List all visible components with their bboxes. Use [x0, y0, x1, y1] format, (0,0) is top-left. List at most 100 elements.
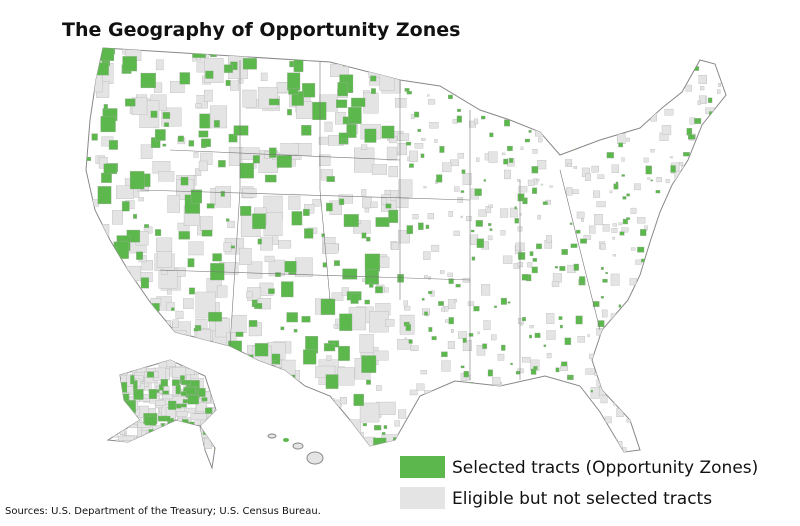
eligible-tract	[569, 401, 575, 407]
selected-tract	[694, 118, 702, 124]
eligible-tract	[676, 308, 680, 312]
eligible-tract	[398, 179, 413, 198]
eligible-tract	[424, 275, 428, 279]
source-note: Sources: U.S. Department of the Treasury…	[5, 506, 321, 517]
selected-tract	[489, 132, 494, 138]
selected-tract	[272, 360, 277, 364]
eligible-tract	[614, 441, 623, 452]
eligible-tract	[546, 352, 552, 359]
selected-tract	[133, 389, 144, 400]
selected-tract	[438, 301, 444, 306]
hawaii-island	[267, 433, 277, 439]
eligible-tract	[583, 121, 586, 124]
eligible-tract	[123, 353, 132, 360]
eligible-tract	[362, 196, 372, 209]
selected-tract	[533, 366, 538, 370]
selected-tract	[559, 440, 564, 446]
selected-tract	[587, 101, 595, 107]
selected-tract	[658, 94, 663, 100]
selected-tract	[501, 344, 506, 351]
selected-tract	[176, 403, 182, 409]
eligible-tract	[585, 368, 595, 375]
eligible-tract	[305, 48, 320, 61]
selected-tract	[672, 341, 676, 345]
selected-tract	[283, 48, 290, 57]
eligible-tract	[567, 417, 575, 422]
selected-tract	[481, 115, 486, 120]
selected-tract	[529, 251, 534, 257]
eligible-tract	[261, 391, 268, 398]
selected-tract	[448, 317, 454, 325]
eligible-tract	[485, 439, 489, 442]
selected-tract	[180, 176, 189, 186]
selected-tract	[182, 336, 192, 343]
eligible-tract	[600, 395, 608, 404]
eligible-tract	[228, 417, 246, 432]
selected-tract	[146, 371, 155, 378]
selected-tract	[497, 435, 501, 439]
eligible-tract	[488, 151, 498, 163]
eligible-tract	[398, 409, 407, 419]
eligible-tract	[513, 454, 516, 457]
eligible-tract	[662, 93, 666, 96]
selected-tract	[177, 436, 181, 448]
selected-tract	[483, 179, 487, 182]
selected-tract	[475, 220, 483, 227]
selected-tract	[710, 261, 716, 265]
selected-tract	[441, 351, 448, 358]
selected-tract	[683, 327, 689, 332]
selected-tract	[388, 209, 399, 223]
eligible-tract	[378, 256, 390, 268]
eligible-tract	[427, 94, 430, 97]
eligible-tract	[195, 103, 202, 109]
eligible-tract	[560, 365, 568, 371]
eligible-tract	[167, 289, 172, 295]
selected-tract	[545, 70, 551, 75]
eligible-tract	[691, 245, 697, 249]
eligible-tract	[529, 325, 534, 329]
eligible-tract	[474, 118, 479, 125]
selected-tract	[483, 56, 490, 66]
eligible-tract	[622, 309, 627, 314]
selected-tract	[522, 316, 526, 322]
eligible-tract	[661, 125, 672, 135]
selected-tract	[293, 328, 298, 333]
selected-tract	[439, 146, 445, 153]
eligible-tract	[510, 66, 515, 71]
selected-tract	[679, 252, 684, 256]
eligible-tract	[502, 63, 511, 71]
selected-tract	[179, 421, 195, 432]
eligible-tract	[397, 229, 410, 244]
eligible-tract	[89, 224, 110, 237]
selected-tract	[196, 433, 203, 439]
selected-tract	[649, 258, 654, 262]
hawaii-island	[283, 438, 289, 442]
selected-tract	[271, 353, 281, 365]
selected-tract	[348, 107, 362, 124]
selected-tract	[480, 429, 483, 433]
selected-tract	[613, 183, 619, 190]
eligible-tract	[476, 157, 480, 162]
eligible-tract	[573, 425, 580, 434]
eligible-tract	[487, 235, 493, 241]
eligible-tract	[183, 298, 194, 309]
eligible-tract	[621, 227, 629, 233]
eligible-tract	[699, 370, 705, 375]
selected-tract	[311, 423, 320, 434]
selected-tract	[633, 66, 640, 73]
eligible-tract	[457, 152, 464, 159]
selected-tract	[96, 62, 109, 76]
selected-tract	[364, 128, 377, 143]
selected-tract	[702, 382, 708, 389]
eligible-tract	[698, 95, 706, 104]
selected-tract	[406, 225, 414, 235]
eligible-tract	[146, 432, 154, 440]
selected-tract	[594, 85, 599, 89]
eligible-tract	[127, 441, 137, 454]
eligible-tract	[454, 298, 458, 303]
eligible-tract	[410, 113, 415, 120]
selected-tract	[489, 434, 496, 444]
selected-tract	[101, 172, 112, 183]
eligible-tract	[509, 207, 518, 218]
selected-tract	[397, 274, 404, 283]
